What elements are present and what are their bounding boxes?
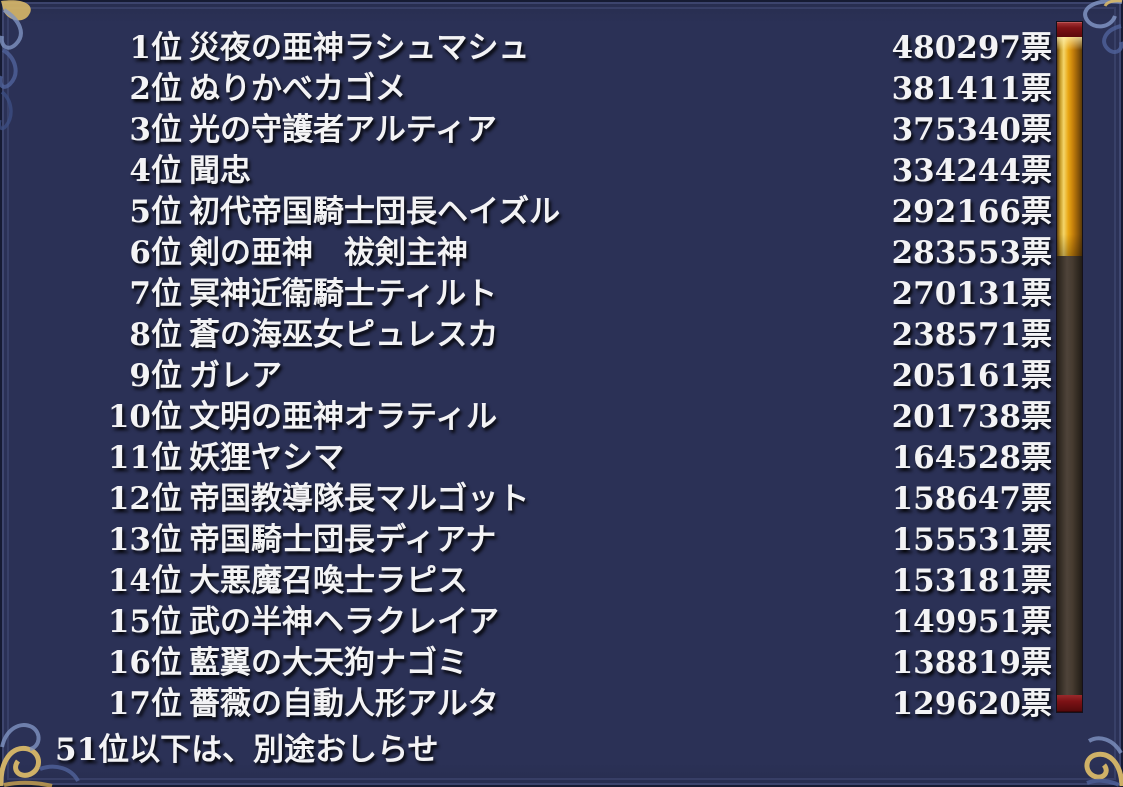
ranking-row: 7位 冥神近衛騎士ティルト 270131票 bbox=[0, 270, 1052, 312]
rank-label: 1位 bbox=[129, 30, 182, 66]
vote-count: 238571票 bbox=[891, 317, 1052, 353]
rank-label: 11位 bbox=[107, 440, 182, 476]
vote-count: 149951票 bbox=[891, 604, 1052, 640]
vote-count: 480297票 bbox=[891, 30, 1052, 66]
rank-label: 14位 bbox=[107, 563, 182, 599]
character-name: 文明の亜神オラティル bbox=[189, 399, 498, 435]
ranking-row: 9位 ガレア 205161票 bbox=[0, 352, 1052, 394]
rank-label: 5位 bbox=[129, 194, 182, 230]
ranking-row: 14位 大悪魔召喚士ラピス 153181票 bbox=[0, 557, 1052, 599]
ranking-row: 15位 武の半神ヘラクレイア 149951票 bbox=[0, 598, 1052, 640]
character-name: 武の半神ヘラクレイア bbox=[189, 604, 499, 640]
character-name: 藍翼の大天狗ナゴミ bbox=[189, 645, 468, 681]
ranking-row: 17位 薔薇の自動人形アルタ 129620票 bbox=[0, 680, 1052, 722]
ranking-row: 12位 帝国教導隊長マルゴット 158647票 bbox=[0, 475, 1052, 517]
vote-count: 292166票 bbox=[891, 194, 1052, 230]
ranking-row: 1位 災夜の亜神ラシュマシュ 480297票 bbox=[0, 24, 1052, 66]
footer-note: 51位以下は、別途おしらせ bbox=[55, 732, 439, 768]
vote-count: 283553票 bbox=[891, 235, 1052, 271]
character-name: 妖狸ヤシマ bbox=[189, 440, 344, 476]
vote-count: 201738票 bbox=[891, 399, 1052, 435]
character-name: 大悪魔召喚士ラピス bbox=[189, 563, 468, 599]
rank-label: 10位 bbox=[107, 399, 182, 435]
vote-count: 375340票 bbox=[891, 112, 1052, 148]
character-name: 剣の亜神 祓剣主神 bbox=[189, 235, 468, 271]
character-name: 災夜の亜神ラシュマシュ bbox=[189, 30, 530, 66]
character-name: ガレア bbox=[189, 358, 282, 394]
character-name: 初代帝国騎士団長ヘイズル bbox=[189, 194, 561, 230]
character-name: 冥神近衛騎士ティルト bbox=[189, 276, 498, 312]
character-name: 聞忠 bbox=[189, 153, 251, 189]
character-name: 蒼の海巫女ピュレスカ bbox=[189, 317, 499, 353]
ranking-row: 8位 蒼の海巫女ピュレスカ 238571票 bbox=[0, 311, 1052, 353]
vote-count: 129620票 bbox=[891, 686, 1052, 722]
ranking-row: 3位 光の守護者アルティア 375340票 bbox=[0, 106, 1052, 148]
vote-count: 138819票 bbox=[891, 645, 1052, 681]
rank-label: 17位 bbox=[107, 686, 182, 722]
character-name: 帝国教導隊長マルゴット bbox=[189, 481, 530, 517]
ranking-list: 1位 災夜の亜神ラシュマシュ 480297票 2位 ぬりかべカゴメ 381411… bbox=[0, 24, 1052, 722]
ranking-row: 11位 妖狸ヤシマ 164528票 bbox=[0, 434, 1052, 476]
scrollbar-top-cap[interactable] bbox=[1057, 22, 1082, 37]
rank-label: 12位 bbox=[107, 481, 182, 517]
vote-count: 153181票 bbox=[891, 563, 1052, 599]
rank-label: 13位 bbox=[107, 522, 182, 558]
scrollbar-thumb[interactable] bbox=[1057, 37, 1082, 256]
vote-count: 270131票 bbox=[891, 276, 1052, 312]
vote-count: 158647票 bbox=[891, 481, 1052, 517]
ranking-row: 10位 文明の亜神オラティル 201738票 bbox=[0, 393, 1052, 435]
ranking-row: 5位 初代帝国騎士団長ヘイズル 292166票 bbox=[0, 188, 1052, 230]
ranking-row: 4位 聞忠 334244票 bbox=[0, 147, 1052, 189]
scrollbar[interactable] bbox=[1057, 22, 1082, 712]
rank-label: 9位 bbox=[129, 358, 182, 394]
rank-label: 2位 bbox=[129, 71, 182, 107]
vote-count: 155531票 bbox=[891, 522, 1052, 558]
vote-count: 381411票 bbox=[891, 71, 1052, 107]
ranking-row: 6位 剣の亜神 祓剣主神 283553票 bbox=[0, 229, 1052, 271]
scrollbar-bottom-cap[interactable] bbox=[1057, 695, 1082, 712]
rank-label: 8位 bbox=[129, 317, 182, 353]
rank-label: 15位 bbox=[107, 604, 182, 640]
scrollbar-track[interactable] bbox=[1057, 256, 1082, 695]
rank-label: 16位 bbox=[107, 645, 182, 681]
vote-count: 205161票 bbox=[891, 358, 1052, 394]
character-name: 光の守護者アルティア bbox=[189, 112, 497, 148]
vote-count: 164528票 bbox=[891, 440, 1052, 476]
character-name: 帝国騎士団長ディアナ bbox=[189, 522, 497, 558]
ranking-row: 2位 ぬりかべカゴメ 381411票 bbox=[0, 65, 1052, 107]
character-name: 薔薇の自動人形アルタ bbox=[189, 686, 499, 722]
rank-label: 3位 bbox=[129, 112, 182, 148]
rank-label: 6位 bbox=[129, 235, 182, 271]
rank-label: 7位 bbox=[129, 276, 182, 312]
rank-label: 4位 bbox=[129, 153, 182, 189]
ranking-row: 16位 藍翼の大天狗ナゴミ 138819票 bbox=[0, 639, 1052, 681]
vote-count: 334244票 bbox=[891, 153, 1052, 189]
ranking-row: 13位 帝国騎士団長ディアナ 155531票 bbox=[0, 516, 1052, 558]
character-name: ぬりかべカゴメ bbox=[189, 71, 406, 107]
